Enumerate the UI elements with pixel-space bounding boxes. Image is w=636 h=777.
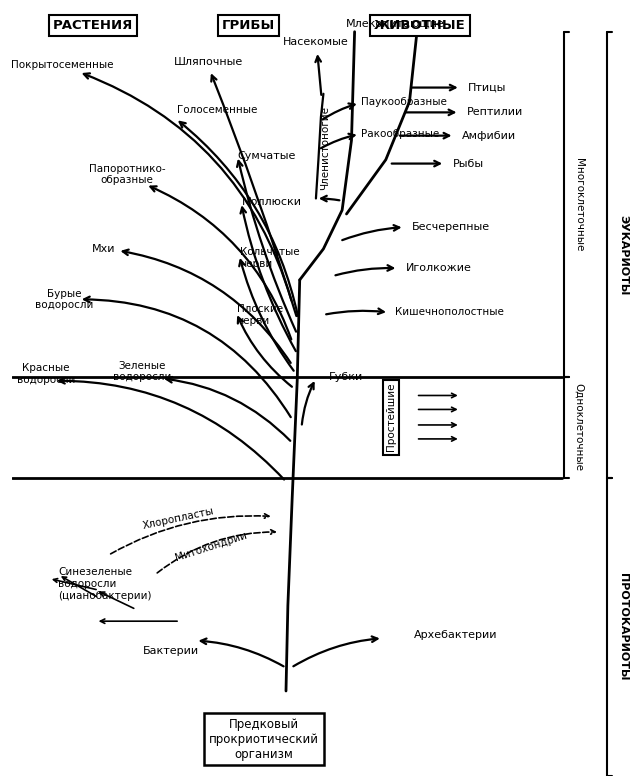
- Text: Покрытосеменные: Покрытосеменные: [11, 61, 114, 71]
- Text: Иголкожие: Иголкожие: [406, 263, 472, 274]
- Text: Плоские
черви: Плоские черви: [237, 304, 284, 326]
- Text: Многоклеточные: Многоклеточные: [574, 158, 584, 251]
- Text: Птицы: Птицы: [468, 82, 506, 92]
- Text: Губки: Губки: [328, 372, 363, 382]
- Text: Членистоногие: Членистоногие: [321, 106, 330, 190]
- Text: ЭУКАРИОТЫ: ЭУКАРИОТЫ: [618, 214, 628, 295]
- Text: Архебактерии: Архебактерии: [414, 630, 497, 640]
- Text: Зеленые
водоросли: Зеленые водоросли: [113, 361, 172, 382]
- Text: ПРОТОКАРИОТЫ: ПРОТОКАРИОТЫ: [618, 573, 628, 681]
- Text: Хлоропласты: Хлоропласты: [142, 507, 216, 531]
- Text: Кишечнополостные: Кишечнополостные: [395, 308, 504, 318]
- Text: ЖИВОТНЫЕ: ЖИВОТНЫЕ: [374, 19, 466, 32]
- Text: Бактерии: Бактерии: [142, 646, 198, 656]
- Text: Млекопитающие: Млекопитающие: [346, 19, 445, 29]
- Text: Бесчерепные: Бесчерепные: [412, 222, 490, 232]
- Text: Простейшие: Простейшие: [386, 383, 396, 451]
- Text: Шляпочные: Шляпочные: [174, 57, 243, 68]
- Text: ГРИБЫ: ГРИБЫ: [222, 19, 275, 32]
- Text: Рептилии: Рептилии: [467, 107, 523, 117]
- Text: Амфибии: Амфибии: [462, 131, 516, 141]
- Text: Кольчатые
черви: Кольчатые черви: [240, 247, 300, 269]
- Text: Одноклеточные: Одноклеточные: [574, 383, 584, 472]
- Text: Рыбы: Рыбы: [453, 159, 484, 169]
- Text: Сумчатые: Сумчатые: [237, 151, 296, 161]
- Text: Ракообразные: Ракообразные: [361, 129, 439, 139]
- Text: Бурые
водоросли: Бурые водоросли: [36, 288, 93, 310]
- Text: Синезеленые
водоросли
(цианобактерии): Синезеленые водоросли (цианобактерии): [59, 567, 152, 601]
- Text: Красные
водоросли: Красные водоросли: [17, 363, 75, 385]
- Text: Папоротнико-
образные: Папоротнико- образные: [88, 164, 165, 185]
- Text: Предковый
прокриотический
организм: Предковый прокриотический организм: [209, 718, 319, 761]
- Text: Мхи: Мхи: [92, 244, 116, 254]
- Text: Митохондрии: Митохондрии: [174, 531, 248, 563]
- Text: Паукообразные: Паукообразные: [361, 96, 446, 106]
- Text: РАСТЕНИЯ: РАСТЕНИЯ: [53, 19, 133, 32]
- Text: Моллюски: Моллюски: [242, 197, 302, 207]
- Text: Голосеменные: Голосеменные: [177, 106, 257, 116]
- Text: Насекомые: Насекомые: [283, 37, 349, 47]
